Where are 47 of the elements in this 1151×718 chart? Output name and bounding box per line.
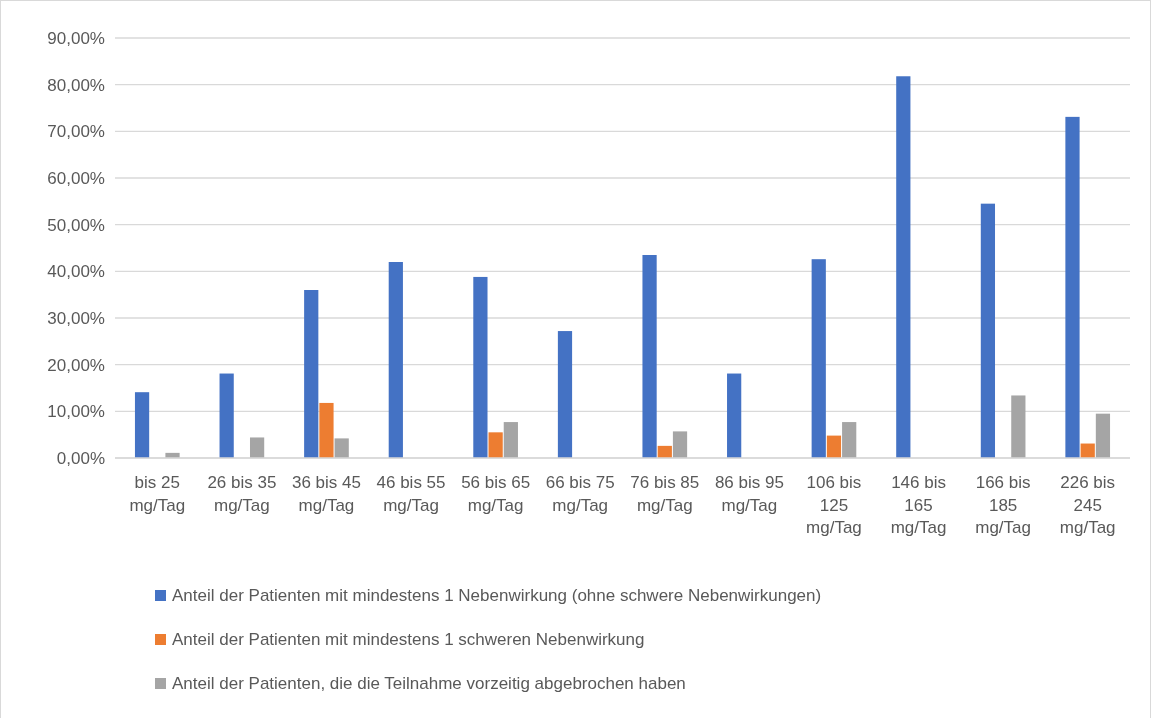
y-tick-label: 80,00% xyxy=(47,75,105,95)
y-tick-label: 50,00% xyxy=(47,215,105,235)
bar xyxy=(557,331,573,458)
x-tick-label: bis 25 mg/Tag xyxy=(129,473,186,515)
bar xyxy=(727,373,742,458)
x-tick-label: 166 bis 185 mg/Tag xyxy=(975,473,1031,537)
bar xyxy=(842,422,857,458)
bar xyxy=(642,255,657,458)
x-tick-label: 146 bis 165 mg/Tag xyxy=(890,473,947,537)
y-tick-label: 70,00% xyxy=(47,122,105,142)
y-tick-label: 20,00% xyxy=(47,355,105,375)
bar xyxy=(334,438,349,458)
bar xyxy=(1095,413,1111,458)
legend-label: Anteil der Patienten mit mindestens 1 Nebenwirkung (ohne schwere Nebenwirkungen) xyxy=(172,586,822,605)
bar xyxy=(388,262,403,458)
x-tick-label: 106 bis 125 mg/Tag xyxy=(806,473,862,537)
bar xyxy=(488,432,503,458)
bar xyxy=(1065,116,1080,458)
y-tick-label: 10,00% xyxy=(47,402,105,422)
x-tick-label: 86 bis 95 mg/Tag xyxy=(714,473,784,515)
y-tick-label: 90,00% xyxy=(47,28,105,48)
x-tick-label: 66 bis 75 mg/Tag xyxy=(545,473,615,515)
bar xyxy=(249,437,265,458)
x-tick-label: 46 bis 55 mg/Tag xyxy=(376,473,446,515)
bar xyxy=(503,422,518,458)
y-tick-label: 0,00% xyxy=(56,448,105,468)
bar xyxy=(1011,395,1026,458)
x-tick-label: 226 bis 245 mg/Tag xyxy=(1059,473,1116,537)
y-tick-label: 30,00% xyxy=(47,308,105,328)
x-tick-label: 26 bis 35 mg/Tag xyxy=(207,473,277,515)
y-tick-label: 60,00% xyxy=(47,168,105,188)
legend-label: Anteil der Patienten, die die Teilnahme vorzeitig abgebrochen haben xyxy=(172,674,686,693)
bar xyxy=(980,203,996,458)
bar xyxy=(672,431,688,458)
x-tick-label: 56 bis 65 mg/Tag xyxy=(461,473,531,515)
bar xyxy=(304,290,319,458)
bar xyxy=(319,402,334,458)
bar xyxy=(473,276,488,458)
x-tick-label: 36 bis 45 mg/Tag xyxy=(291,473,361,515)
bar xyxy=(219,373,234,458)
bar xyxy=(134,392,150,458)
y-tick-label: 40,00% xyxy=(47,262,105,282)
bar xyxy=(811,259,826,458)
bar xyxy=(896,76,911,458)
bar xyxy=(826,435,842,458)
legend-label: Anteil der Patienten mit mindestens 1 schweren Nebenwirkung xyxy=(172,630,645,649)
x-tick-label: 76 bis 85 mg/Tag xyxy=(630,473,700,515)
